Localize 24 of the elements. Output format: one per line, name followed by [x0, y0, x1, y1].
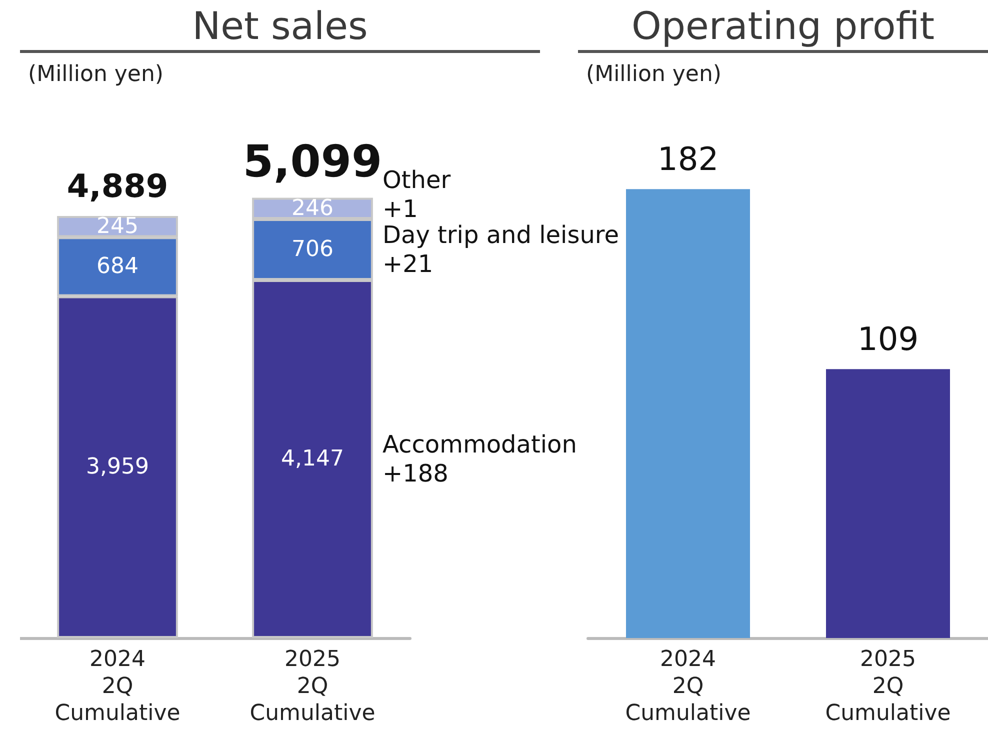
x-tick-label: 2024 2Q Cumulative: [54, 647, 180, 726]
x-tick-label: 2024 2Q Cumulative: [625, 647, 751, 726]
x-tick-label: 2025 2Q Cumulative: [250, 647, 376, 726]
chart-title: Operating profit: [578, 2, 988, 53]
annotation: +188: [382, 459, 448, 488]
data-label: 706: [292, 237, 334, 262]
series-label: Other: [382, 166, 451, 194]
total-label: 5,099: [242, 136, 382, 188]
annotation: +1: [382, 194, 418, 223]
data-label: 182: [657, 140, 719, 178]
x-tick-label: 2025 2Q Cumulative: [825, 647, 951, 726]
annotation: +21: [382, 250, 434, 278]
total-label: 4,889: [66, 167, 168, 206]
data-label: 684: [96, 254, 138, 280]
y-axis-title: (Million yen): [586, 62, 722, 87]
data-label: 109: [857, 320, 919, 358]
data-label: 246: [292, 196, 334, 221]
data-label: 4,147: [281, 446, 344, 472]
chart-title: Net sales: [20, 2, 540, 53]
data-label: 3,959: [86, 454, 149, 480]
data-label: 245: [96, 214, 138, 240]
series-label: Day trip and leisure: [382, 221, 620, 249]
y-axis-title: (Million yen): [28, 62, 164, 87]
series-label: Accommodation: [382, 430, 577, 458]
